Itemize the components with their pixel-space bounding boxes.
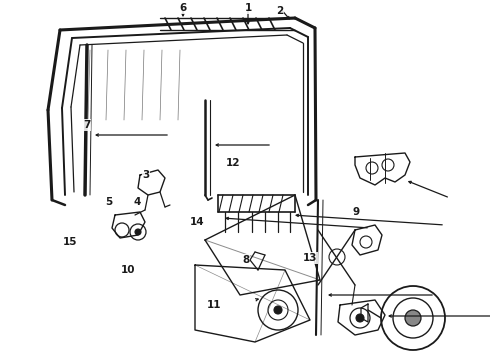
Text: 7: 7: [83, 120, 91, 130]
Text: 4: 4: [133, 197, 141, 207]
Text: 6: 6: [179, 3, 187, 13]
Circle shape: [405, 310, 421, 326]
Text: 8: 8: [243, 255, 249, 265]
Text: 12: 12: [226, 158, 240, 168]
Text: 13: 13: [303, 253, 317, 263]
Text: 5: 5: [105, 197, 113, 207]
Text: 1: 1: [245, 3, 252, 13]
Circle shape: [135, 229, 141, 235]
Text: 2: 2: [276, 6, 284, 16]
Circle shape: [274, 306, 282, 314]
Text: 15: 15: [63, 237, 77, 247]
Text: 11: 11: [207, 300, 221, 310]
Text: 3: 3: [143, 170, 149, 180]
Text: 14: 14: [190, 217, 204, 227]
Text: 10: 10: [121, 265, 135, 275]
Text: 9: 9: [352, 207, 360, 217]
Circle shape: [356, 314, 364, 322]
